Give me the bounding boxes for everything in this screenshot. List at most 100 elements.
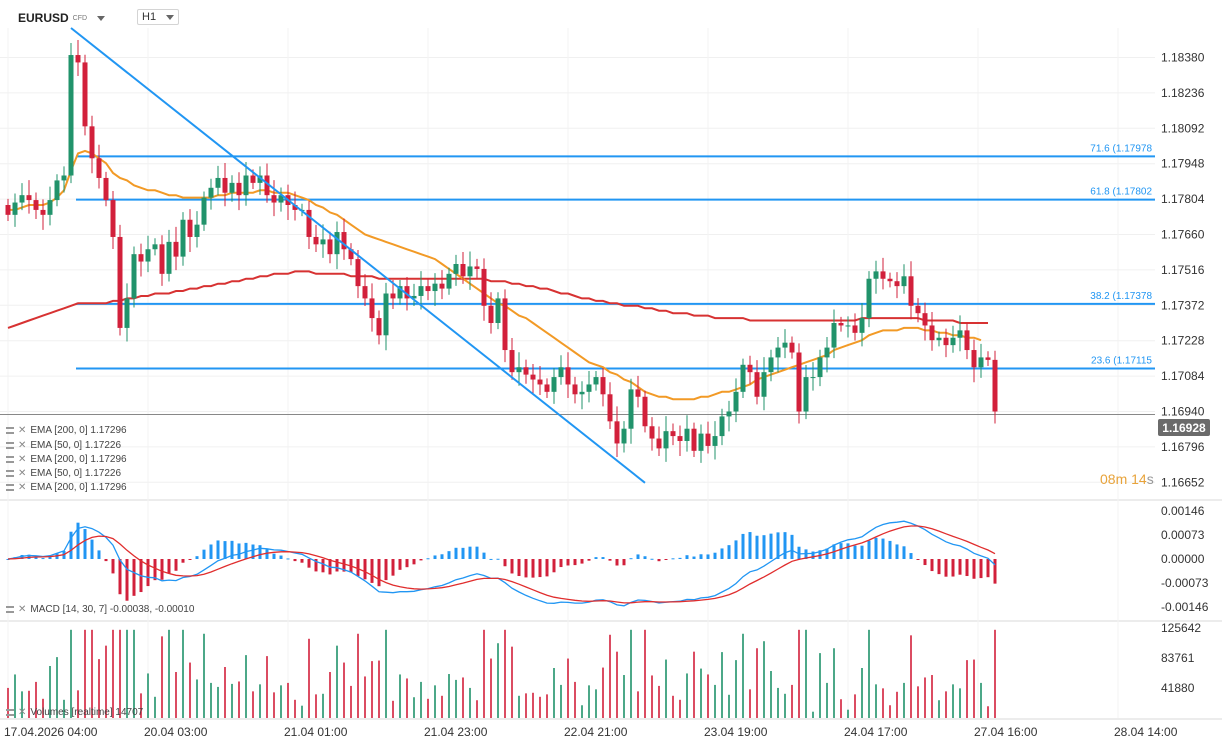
volume-bar: [637, 691, 639, 718]
candle-body: [733, 391, 739, 412]
candle-body: [54, 180, 60, 201]
volume-bar: [623, 675, 625, 718]
volume-bar: [210, 682, 212, 718]
macd-histogram-bar: [629, 558, 633, 560]
candle-countdown: 08m 14s: [1100, 471, 1154, 487]
macd-histogram-bar: [895, 544, 899, 559]
macd-histogram-bar: [188, 559, 192, 560]
candle-body: [502, 298, 508, 351]
volume-bar: [70, 629, 72, 718]
settings-icon[interactable]: [6, 709, 14, 716]
chevron-down-icon: [97, 15, 106, 21]
close-icon[interactable]: ✕: [18, 468, 27, 479]
macd-histogram-bar: [475, 546, 479, 559]
legend-ema[interactable]: ✕ EMA [50, 0] 1.17226: [6, 440, 121, 451]
close-icon[interactable]: ✕: [18, 482, 27, 493]
macd-histogram-bar: [608, 559, 612, 561]
macd-histogram-bar: [839, 543, 843, 559]
volume-bar: [665, 659, 667, 718]
close-icon[interactable]: ✕: [18, 707, 27, 718]
candle-body: [726, 411, 732, 417]
timeframe-value: H1: [142, 11, 157, 23]
legend-ema[interactable]: ✕ EMA [50, 0] 1.17226: [6, 468, 121, 479]
legend-volume[interactable]: ✕ Volumes [realtime] 14707: [6, 707, 143, 718]
timeframe-select[interactable]: H1: [137, 9, 179, 25]
candle-body: [264, 175, 270, 196]
macd-histogram-bar: [545, 559, 549, 577]
macd-histogram-bar: [923, 559, 927, 566]
settings-icon[interactable]: [6, 470, 14, 477]
close-icon[interactable]: ✕: [18, 440, 27, 451]
volume-bar: [875, 684, 877, 718]
legend-ema[interactable]: ✕ EMA [200, 0] 1.17296: [6, 482, 127, 493]
candle-body: [145, 249, 151, 262]
close-icon[interactable]: ✕: [18, 454, 27, 465]
volume-bar: [574, 681, 576, 718]
candle-body: [411, 295, 417, 299]
macd-histogram-bar: [461, 547, 465, 559]
settings-icon[interactable]: [6, 442, 14, 449]
legend-label: EMA [50, 0] 1.17226: [30, 468, 122, 479]
candle-body: [208, 187, 214, 198]
macd-histogram-bar: [20, 554, 24, 559]
legend-ema[interactable]: ✕ EMA [200, 0] 1.17296: [6, 425, 127, 436]
settings-icon[interactable]: [6, 456, 14, 463]
y-tick-label: 1.16796: [1161, 440, 1205, 454]
candle-body: [61, 175, 67, 181]
macd-histogram-bar: [902, 546, 906, 559]
macd-histogram-bar: [510, 559, 514, 574]
candle-body: [166, 241, 172, 274]
legend-macd[interactable]: ✕ MACD [14, 30, 7] -0.00038, -0.00010: [6, 604, 194, 615]
volume-bar: [238, 681, 240, 718]
macd-histogram-bar: [552, 559, 556, 573]
candle-body: [845, 325, 851, 327]
macd-histogram-bar: [916, 559, 920, 560]
close-icon[interactable]: ✕: [18, 604, 27, 615]
macd-histogram-bar: [881, 538, 885, 559]
x-tick-label: 20.04 03:00: [144, 725, 208, 739]
candle-body: [579, 391, 585, 395]
countdown-minutes-unit: m: [1115, 471, 1128, 487]
countdown-seconds-unit: s: [1146, 471, 1154, 487]
settings-icon[interactable]: [6, 606, 14, 613]
legend-ema[interactable]: ✕ EMA [200, 0] 1.17296: [6, 454, 127, 465]
macd-histogram-bar: [524, 559, 528, 578]
volume-bar: [896, 691, 898, 718]
ema-lines: [7, 149, 988, 401]
candle-body: [740, 364, 746, 392]
macd-histogram-bar: [181, 559, 185, 563]
macd-histogram-bar: [286, 558, 290, 560]
candle-body: [278, 195, 284, 203]
settings-icon[interactable]: [6, 427, 14, 434]
volume-bar: [721, 652, 723, 718]
trendline[interactable]: [70, 27, 646, 484]
macd-histogram-bar: [713, 552, 717, 559]
macd-histogram-bar: [195, 556, 199, 559]
macd-histogram-bar: [391, 559, 395, 576]
volume-bar: [28, 690, 30, 718]
symbol-selector[interactable]: EURUSD CFD: [18, 9, 106, 27]
y-tick-label: 1.17228: [1161, 334, 1205, 348]
signal-line: [7, 525, 996, 604]
volume-bar: [497, 643, 499, 718]
macd-histogram-bar: [811, 551, 815, 559]
volume-bar: [196, 679, 198, 718]
macd-histogram-bar: [356, 559, 360, 577]
candle-body: [656, 438, 662, 449]
macd-histogram-bar: [398, 559, 402, 570]
volume-bar: [14, 674, 16, 718]
volume-bar: [742, 633, 744, 718]
macd-histogram-bar: [678, 557, 682, 559]
candle-body: [271, 195, 277, 203]
volume-bar: [616, 651, 618, 718]
macd-histogram-bar: [440, 554, 444, 559]
volume-bar: [483, 629, 485, 718]
y-tick-label: 1.17804: [1161, 192, 1205, 206]
fib-level-label: 61.8 (1.17802: [1090, 187, 1152, 198]
settings-icon[interactable]: [6, 484, 14, 491]
candle-body: [390, 293, 396, 299]
volume-bar: [532, 692, 534, 718]
close-icon[interactable]: ✕: [18, 425, 27, 436]
x-tick-label: 17.04.2026 04:00: [4, 725, 98, 739]
